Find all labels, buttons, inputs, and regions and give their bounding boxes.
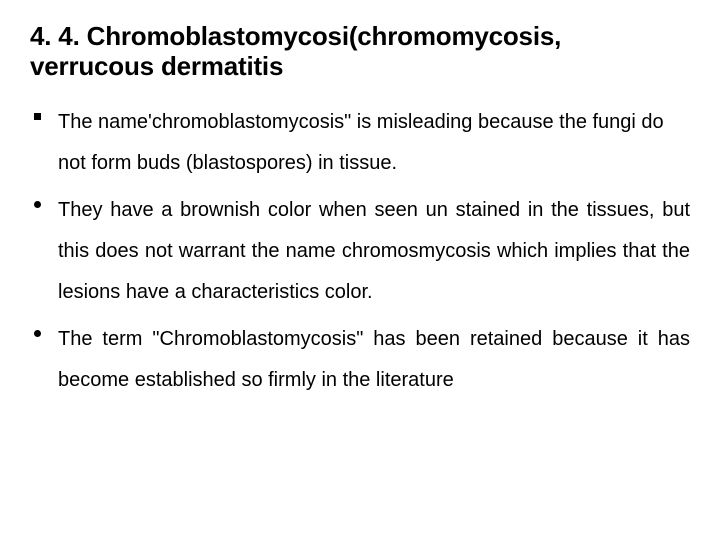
list-item: The name'chromoblastomycosis" is mislead… bbox=[30, 102, 690, 184]
slide-title: 4. 4. Chromoblastomycosi(chromomycosis, … bbox=[30, 22, 690, 82]
list-item-text: The name'chromoblastomycosis" is mislead… bbox=[58, 111, 664, 174]
bullet-marker-icon bbox=[34, 113, 41, 120]
bullet-marker-icon bbox=[34, 201, 41, 208]
list-item-text: They have a brownish color when seen un … bbox=[58, 199, 690, 303]
bullet-marker-icon bbox=[34, 330, 41, 337]
list-item-text: The term "Chromoblastomycosis" has been … bbox=[58, 328, 690, 391]
list-item: They have a brownish color when seen un … bbox=[30, 190, 690, 313]
list-item: The term "Chromoblastomycosis" has been … bbox=[30, 319, 690, 401]
bullet-list: The name'chromoblastomycosis" is mislead… bbox=[30, 102, 690, 401]
